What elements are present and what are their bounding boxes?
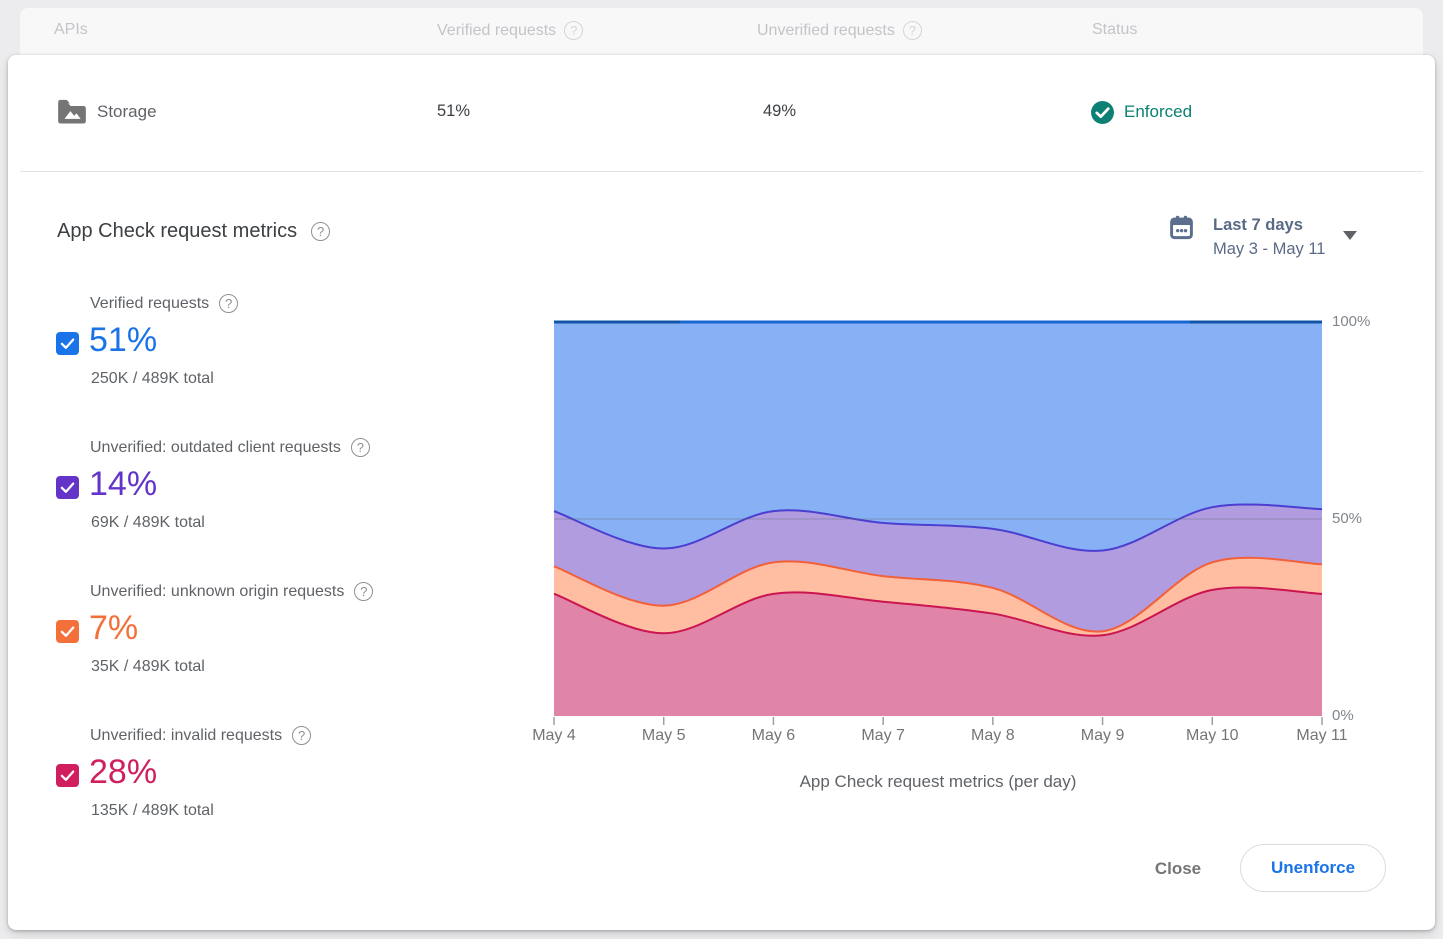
help-icon[interactable] (219, 294, 239, 313)
checkbox-unknown-origin[interactable] (56, 620, 79, 643)
help-icon (564, 21, 584, 40)
checkbox-verified[interactable] (56, 332, 79, 355)
x-axis-label: May 6 (751, 727, 796, 744)
legend-value-verified: 51% (89, 321, 158, 359)
legend-value-unknown-origin: 7% (89, 609, 139, 647)
checkbox-outdated[interactable] (56, 476, 79, 499)
enforced-check-icon (1091, 101, 1114, 124)
help-icon[interactable] (354, 582, 374, 601)
y-axis-label: 100% (1332, 313, 1371, 330)
divider (20, 171, 1423, 172)
y-axis-label: 50% (1332, 510, 1363, 527)
legend-label-verified: Verified requests (90, 294, 239, 313)
help-icon (902, 21, 922, 40)
background-table-card (20, 8, 1423, 60)
x-axis-label: May 9 (1080, 727, 1125, 744)
x-axis-label: May 5 (641, 727, 686, 744)
x-axis-label: May 11 (1296, 727, 1348, 744)
api-row-name[interactable]: Storage (97, 102, 157, 121)
legend-value-invalid: 28% (89, 753, 158, 791)
column-header-apis: APIs (54, 21, 88, 38)
storage-folder-icon (58, 99, 86, 124)
legend-value-outdated: 14% (89, 465, 158, 503)
legend-total-invalid: 135K / 489K total (91, 802, 214, 819)
date-range-dates: May 3 - May 11 (1213, 240, 1326, 258)
close-button[interactable]: Close (1138, 853, 1218, 883)
verified-requests-cell: 51% (437, 102, 471, 120)
y-axis-label: 0% (1332, 707, 1354, 724)
unverified-requests-cell: 49% (763, 102, 797, 120)
legend-total-outdated: 69K / 489K total (91, 514, 205, 531)
x-axis-label: May 10 (1186, 727, 1239, 744)
legend-label-invalid: Unverified: invalid requests (90, 726, 312, 745)
column-header-unverified: Unverified requests (757, 21, 922, 40)
legend-total-verified: 250K / 489K total (91, 370, 214, 387)
stacked-area-chart (553, 320, 1323, 725)
checkbox-invalid[interactable] (56, 764, 79, 787)
chart-caption: App Check request metrics (per day) (799, 772, 1077, 791)
column-header-verified: Verified requests (437, 21, 584, 40)
x-axis-label: May 8 (971, 727, 1015, 744)
x-axis-label: May 7 (861, 727, 905, 744)
legend-label-unknown-origin: Unverified: unknown origin requests (90, 582, 374, 601)
status-badge: Enforced (1124, 102, 1193, 121)
column-header-status: Status (1092, 21, 1138, 38)
help-icon[interactable] (311, 222, 331, 241)
legend-label-outdated: Unverified: outdated client requests (90, 438, 370, 457)
calendar-icon (1170, 215, 1193, 240)
section-title: App Check request metrics (57, 220, 298, 242)
chevron-down-icon (1343, 231, 1358, 240)
help-icon[interactable] (292, 726, 312, 745)
help-icon[interactable] (350, 438, 370, 457)
x-axis-label: May 4 (532, 727, 576, 744)
date-range-label: Last 7 days (1213, 216, 1303, 234)
unenforce-button[interactable]: Unenforce (1240, 844, 1386, 892)
legend-total-unknown-origin: 35K / 489K total (91, 658, 205, 675)
date-range-selector[interactable]: Last 7 days May 3 - May 11 (1168, 213, 1358, 261)
app-check-metrics-dialog: Storage 51% 49% Enforced App Check reque… (8, 55, 1435, 930)
